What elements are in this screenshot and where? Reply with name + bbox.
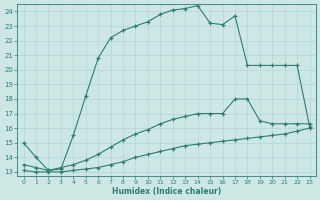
- X-axis label: Humidex (Indice chaleur): Humidex (Indice chaleur): [112, 187, 221, 196]
